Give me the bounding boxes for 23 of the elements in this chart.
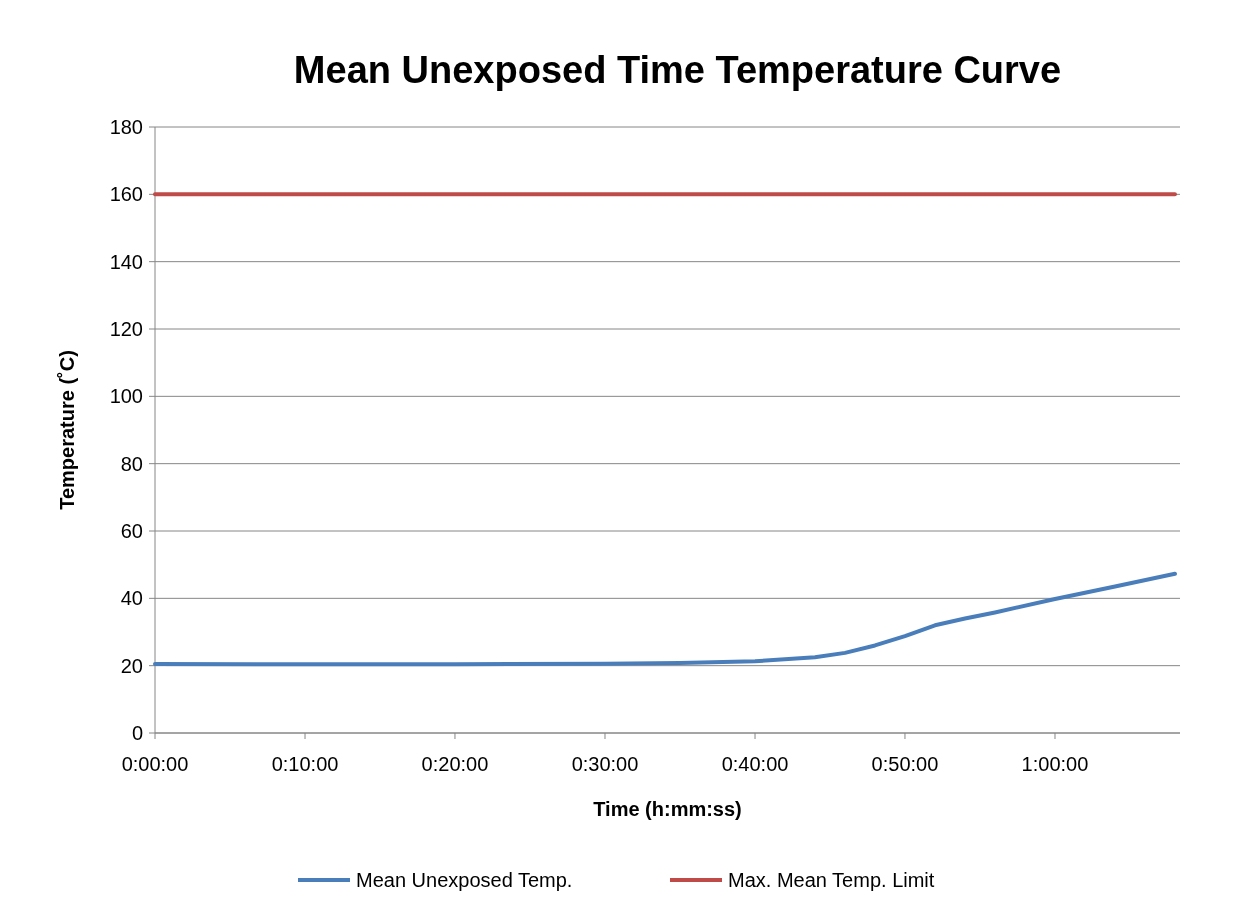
x-tick-label: 0:30:00 (571, 753, 639, 775)
y-tick-label: 60 (120, 520, 143, 542)
line-series (153, 571, 1177, 667)
y-tick-label: 100 (109, 385, 143, 408)
legend-label: Max. Mean Temp. Limit (728, 869, 935, 891)
x-tick-label: 0:00:00 (121, 753, 189, 775)
y-tick-label: 40 (120, 587, 143, 610)
y-tick-label: 140 (109, 250, 143, 273)
y-tick-label: 160 (109, 183, 143, 206)
x-tick-label: 1:00:00 (1021, 753, 1089, 775)
y-tick-label: 80 (120, 452, 143, 475)
y-axis-title: Temperature (˚C) (56, 350, 78, 510)
x-tick-label: 0:50:00 (871, 753, 939, 775)
x-tick-label: 0:10:00 (271, 753, 339, 775)
legend-label: Mean Unexposed Temp. (356, 869, 573, 891)
x-tick-label: 0:20:00 (421, 753, 489, 775)
x-tick-label: 0:40:00 (721, 753, 789, 775)
y-tick-label: 120 (109, 318, 143, 340)
y-tick-label: 20 (120, 654, 143, 677)
chart-title: Mean Unexposed Time Temperature Curve (293, 49, 1062, 91)
x-axis-title: Time (h:mm:ss) (593, 798, 742, 820)
y-tick-label: 180 (109, 116, 143, 138)
y-tick-label: 0 (131, 722, 143, 744)
